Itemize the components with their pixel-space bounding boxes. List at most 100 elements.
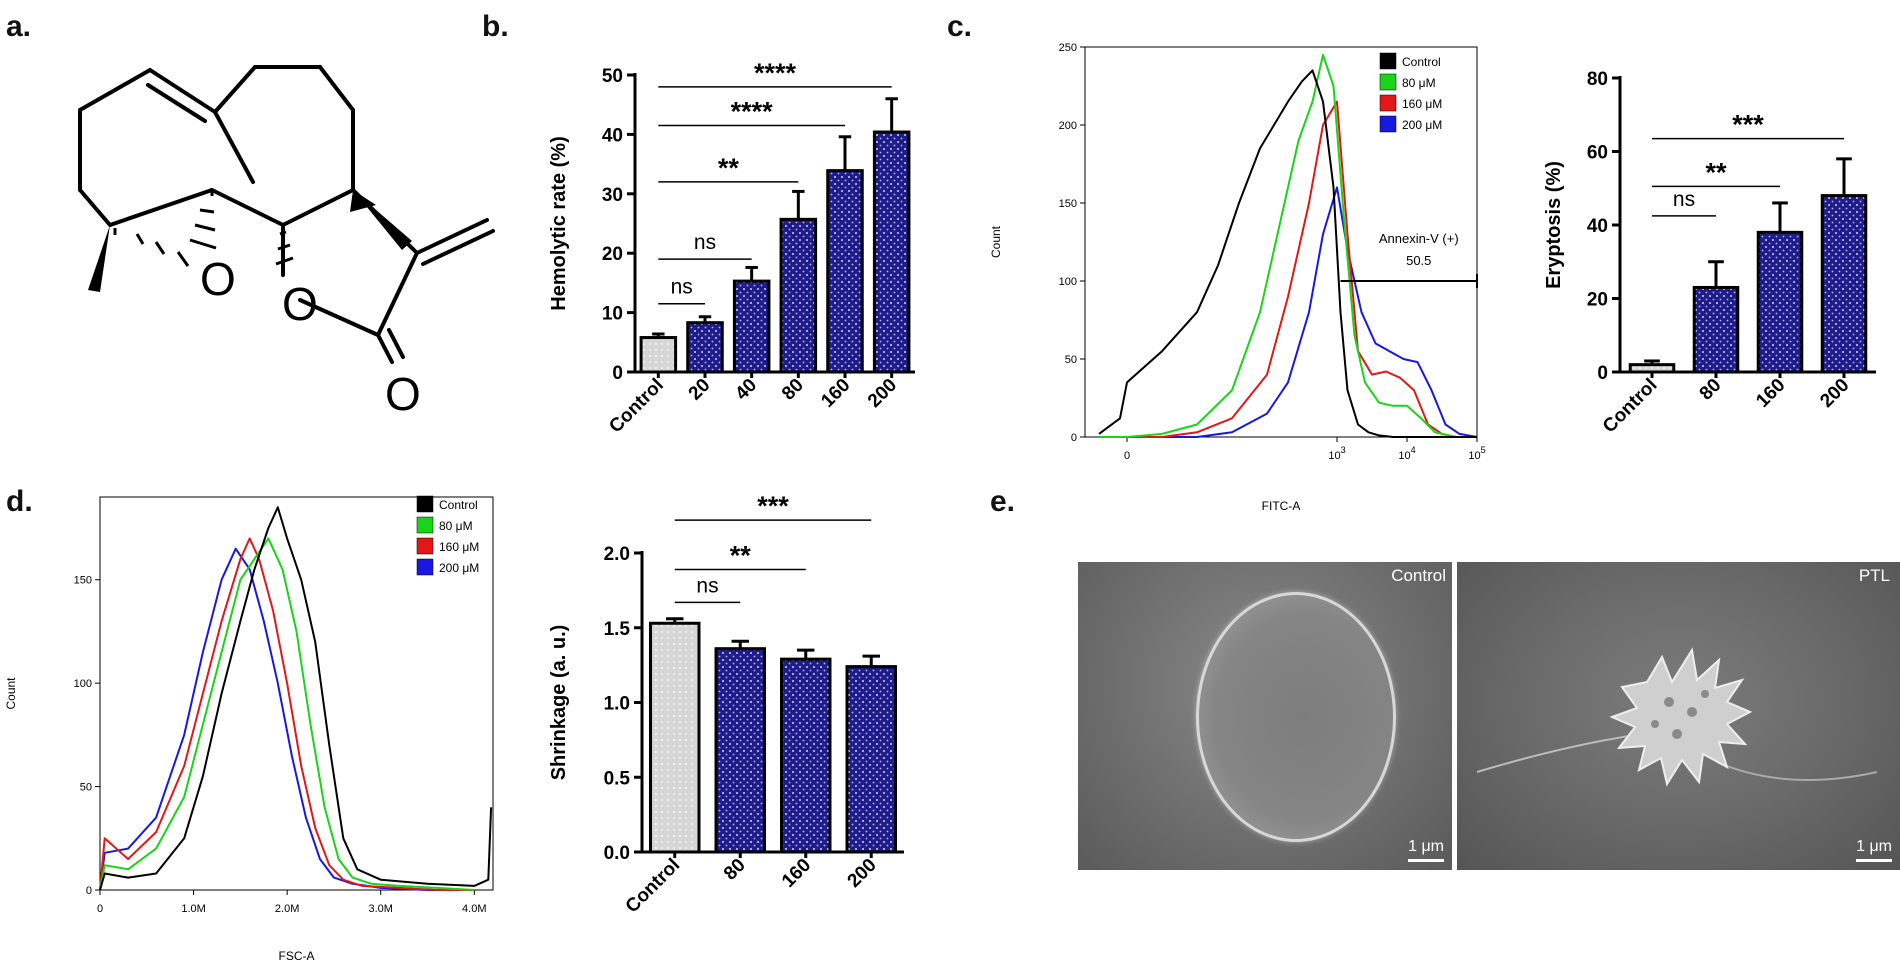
bar-200 xyxy=(872,130,911,374)
y-tick-label: 100 xyxy=(74,678,92,690)
y-axis-label: Count xyxy=(4,677,18,710)
series-line-160M xyxy=(99,537,475,891)
bar-20 xyxy=(686,321,724,374)
y-tick-label: 200 xyxy=(1059,120,1077,132)
x-tick-label: 80 xyxy=(720,855,750,885)
x-axis-label: FITC-A xyxy=(1262,499,1301,513)
scale-bar-label-right: 1 μm xyxy=(1856,838,1892,855)
sem-caption-ptl: PTL xyxy=(1858,566,1890,585)
series-line-80M xyxy=(99,537,475,891)
significance-label: ** xyxy=(718,153,740,183)
x-tick-label: Control xyxy=(622,855,685,918)
legend-swatch xyxy=(416,516,434,534)
bar-80 xyxy=(779,217,818,374)
sem-caption-control: Control xyxy=(1391,566,1446,585)
y-tick-label: 2.0 xyxy=(604,544,630,565)
x-tick-label: 160 xyxy=(778,855,815,892)
y-tick-label: 100 xyxy=(1059,276,1077,288)
sem-image-ptl: PTL 1 μm xyxy=(1457,562,1900,870)
legend-swatch xyxy=(416,495,434,513)
bar-80 xyxy=(1692,285,1740,374)
scale-bar-right xyxy=(1856,859,1892,862)
y-tick-label: 60 xyxy=(1587,143,1608,164)
legend-label: Control xyxy=(439,498,478,512)
significance-label: ** xyxy=(730,540,752,570)
y-tick-label: 20 xyxy=(1587,290,1608,311)
x-tick-label: 4.0M xyxy=(462,903,486,915)
y-axis-label: Count xyxy=(989,225,1003,258)
y-tick-label: 10 xyxy=(602,304,623,325)
significance-label: ns xyxy=(671,276,693,299)
y-tick-label: 0 xyxy=(612,363,623,384)
significance-label: *** xyxy=(1732,110,1764,140)
series-line-200M xyxy=(1099,186,1478,438)
y-tick-label: 0 xyxy=(1071,432,1077,444)
legend-label: Control xyxy=(1402,55,1441,69)
significance-label: ns xyxy=(694,231,716,254)
panel-label-b: b. xyxy=(482,10,509,43)
gate-label: Annexin-V (+) xyxy=(1379,231,1459,246)
significance-label: ns xyxy=(696,574,718,597)
x-axis-label: FSC-A xyxy=(279,949,315,963)
panel-label-d: d. xyxy=(6,485,33,518)
y-tick-label: 20 xyxy=(602,244,623,265)
legend-swatch xyxy=(1379,52,1397,70)
bar-Control xyxy=(649,621,701,854)
significance-label: ** xyxy=(1705,157,1727,187)
y-tick-label: 0 xyxy=(86,885,92,897)
series-line-160M xyxy=(1099,100,1477,438)
x-tick-label: 200 xyxy=(844,855,881,892)
rbc-control-cell xyxy=(1196,592,1396,842)
bar-160 xyxy=(826,169,864,374)
series-line-Control xyxy=(99,506,493,891)
legend-label: 80 μM xyxy=(439,519,473,533)
legend-label: 80 μM xyxy=(1402,76,1436,90)
legend-label: 160 μM xyxy=(1402,97,1442,111)
y-axis-label: Shrinkage (a. u.) xyxy=(548,625,570,781)
legend-label: 200 μM xyxy=(439,561,479,575)
x-tick-exponent: 4 xyxy=(1411,445,1416,455)
y-tick-label: 0 xyxy=(1597,363,1608,384)
panel-label-a: a. xyxy=(6,10,32,43)
significance-label: *** xyxy=(757,491,789,521)
plot-frame xyxy=(99,496,494,891)
plot-frame xyxy=(1084,46,1478,438)
y-tick-label: 0.0 xyxy=(604,843,630,864)
bar-200 xyxy=(1820,194,1868,374)
series-line-Control xyxy=(1098,69,1477,438)
scale-bar-label-left: 1 μm xyxy=(1408,838,1444,855)
y-tick-label: 50 xyxy=(602,66,623,87)
bar-200 xyxy=(845,665,897,854)
legend-swatch xyxy=(1379,115,1397,133)
y-tick-label: 1.5 xyxy=(604,619,631,640)
y-tick-label: 250 xyxy=(1059,42,1077,54)
x-tick-label: 2.0M xyxy=(275,903,299,915)
y-tick-label: 40 xyxy=(1587,216,1608,237)
significance-label: ns xyxy=(1673,188,1695,211)
x-tick-exponent: 5 xyxy=(1481,445,1486,455)
legend-label: 160 μM xyxy=(439,540,479,554)
y-tick-label: 50 xyxy=(80,782,92,794)
significance-label: **** xyxy=(754,58,797,88)
y-tick-label: 150 xyxy=(74,575,92,587)
bar-80 xyxy=(714,647,766,854)
legend-swatch xyxy=(416,558,434,576)
y-tick-label: 80 xyxy=(1587,69,1608,90)
echinocyte-cell xyxy=(1476,647,1878,787)
panel-label-e: e. xyxy=(990,485,1016,518)
scale-bar-left xyxy=(1408,859,1444,862)
series-line-80M xyxy=(1099,53,1477,438)
x-tick-label: 3.0M xyxy=(368,903,392,915)
y-tick-label: 30 xyxy=(602,185,623,206)
legend-swatch xyxy=(1379,94,1397,112)
y-axis-label: Eryptosis (%) xyxy=(1543,161,1565,289)
panel-label-c: c. xyxy=(947,10,973,43)
legend-label: 200 μM xyxy=(1402,118,1442,132)
x-tick-label: 0 xyxy=(1124,450,1130,462)
y-tick-label: 50 xyxy=(1065,354,1077,366)
